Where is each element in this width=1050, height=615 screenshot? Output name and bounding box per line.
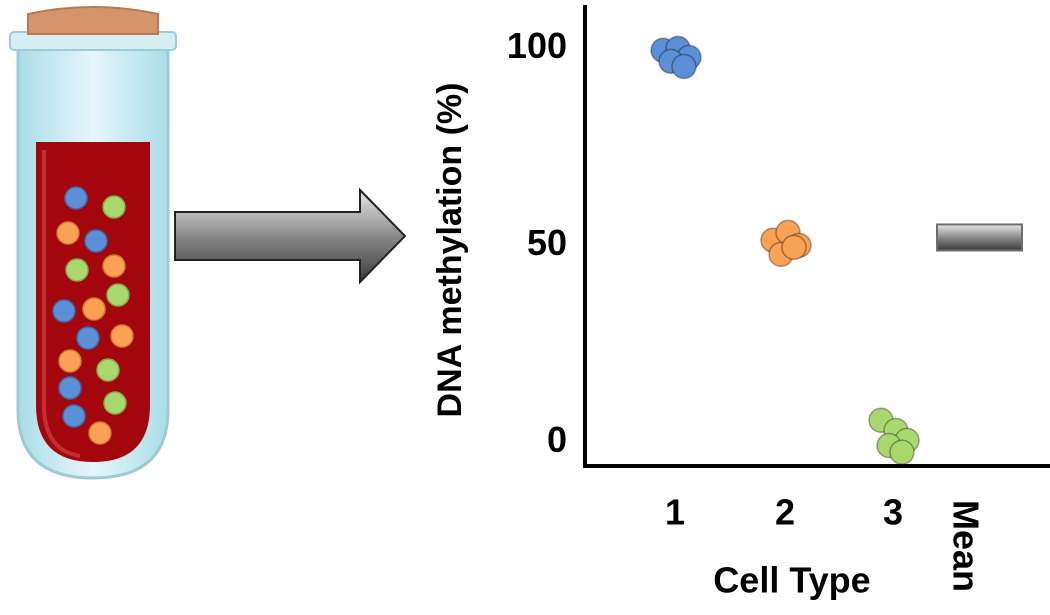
x-tick-label: 3 (883, 492, 903, 533)
arrow (174, 187, 407, 285)
mean-bar (936, 223, 1023, 252)
point (781, 234, 807, 261)
x-tick-label: 2 (775, 492, 795, 533)
x-tick-label: Mean (945, 500, 986, 592)
y-tick-label: 0 (547, 419, 567, 460)
y-axis-label: DNA methylation (%) (431, 83, 469, 418)
x-axis-label: Cell Type (713, 560, 870, 601)
x-tick-label: 1 (665, 492, 685, 533)
point (889, 439, 915, 465)
y-tick-label: 50 (527, 222, 567, 263)
test-tube (9, 6, 177, 480)
y-tick-label: 100 (507, 25, 567, 66)
point (671, 53, 697, 80)
